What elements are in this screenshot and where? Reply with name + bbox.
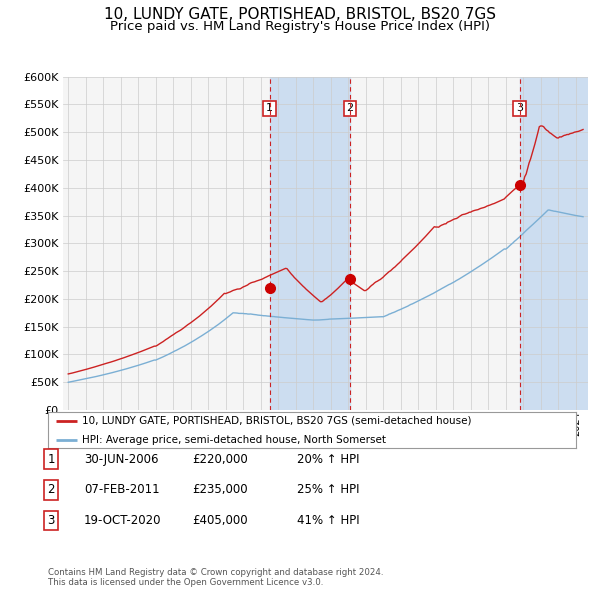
Text: 30-JUN-2006: 30-JUN-2006 — [84, 453, 158, 466]
Text: £220,000: £220,000 — [192, 453, 248, 466]
Text: 07-FEB-2011: 07-FEB-2011 — [84, 483, 160, 496]
Text: Price paid vs. HM Land Registry's House Price Index (HPI): Price paid vs. HM Land Registry's House … — [110, 20, 490, 33]
Text: 41% ↑ HPI: 41% ↑ HPI — [297, 514, 359, 527]
Text: 3: 3 — [47, 514, 55, 527]
Text: £235,000: £235,000 — [192, 483, 248, 496]
Text: 3: 3 — [516, 103, 523, 113]
Text: 1: 1 — [266, 103, 273, 113]
Bar — [520, 77, 588, 410]
Text: 10, LUNDY GATE, PORTISHEAD, BRISTOL, BS20 7GS (semi-detached house): 10, LUNDY GATE, PORTISHEAD, BRISTOL, BS2… — [82, 416, 472, 426]
Text: £405,000: £405,000 — [192, 514, 248, 527]
Text: 19-OCT-2020: 19-OCT-2020 — [84, 514, 161, 527]
Text: 1: 1 — [47, 453, 55, 466]
Text: 20% ↑ HPI: 20% ↑ HPI — [297, 453, 359, 466]
Text: HPI: Average price, semi-detached house, North Somerset: HPI: Average price, semi-detached house,… — [82, 435, 386, 445]
Text: Contains HM Land Registry data © Crown copyright and database right 2024.
This d: Contains HM Land Registry data © Crown c… — [48, 568, 383, 587]
Text: 25% ↑ HPI: 25% ↑ HPI — [297, 483, 359, 496]
Text: 2: 2 — [346, 103, 353, 113]
Text: 10, LUNDY GATE, PORTISHEAD, BRISTOL, BS20 7GS: 10, LUNDY GATE, PORTISHEAD, BRISTOL, BS2… — [104, 7, 496, 22]
Text: 2: 2 — [47, 483, 55, 496]
Bar — [269, 77, 350, 410]
